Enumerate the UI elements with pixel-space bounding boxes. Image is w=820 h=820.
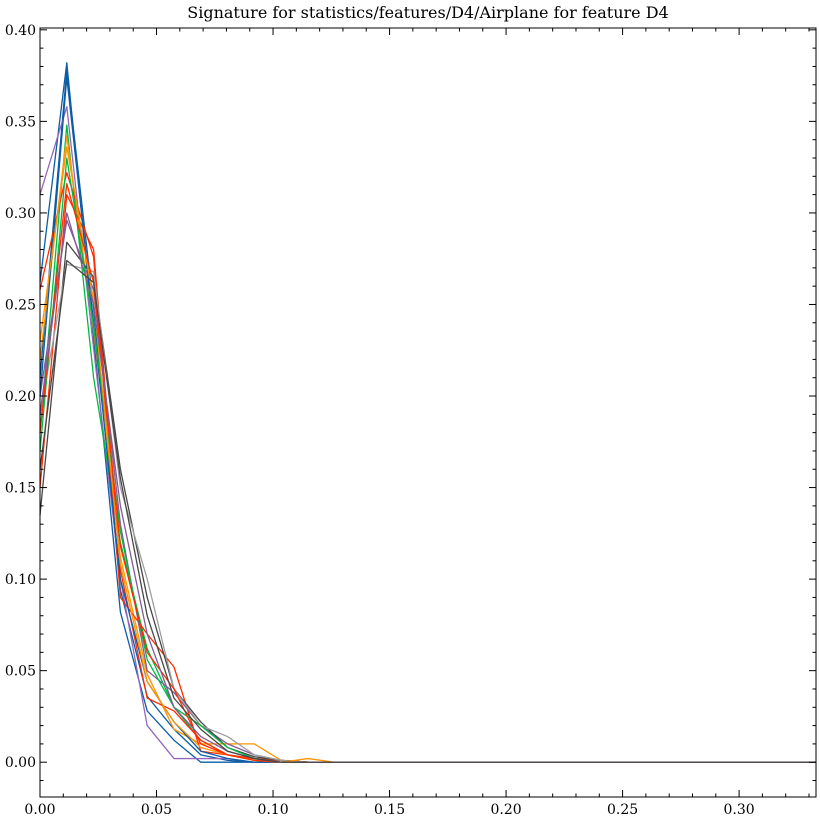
y-tick-label: 0.40 — [5, 23, 36, 39]
x-tick-label: 0.05 — [141, 802, 172, 818]
y-tick-label: 0.25 — [5, 297, 36, 313]
y-tick-label: 0.05 — [5, 664, 36, 680]
y-tick-label: 0.20 — [5, 389, 36, 405]
x-tick-label: 0.15 — [374, 802, 405, 818]
y-tick-label: 0.10 — [5, 572, 36, 588]
y-tick-label: 0.30 — [5, 206, 36, 222]
y-tick-label: 0.15 — [5, 481, 36, 497]
plot-background — [40, 28, 816, 797]
series-layer — [39, 62, 816, 763]
plot-frame — [39, 27, 817, 798]
x-tick-label: 0.30 — [724, 802, 755, 818]
tick-layer: 0.00 0.05 0.10 0.15 0.20 0.25 0.30 0.00 0.05 0.10… — [5, 23, 816, 818]
x-tick-label: 0.00 — [24, 802, 55, 818]
series-line-15 — [39, 259, 816, 763]
x-tick-label: 0.10 — [257, 802, 288, 818]
y-tick-label: 0.35 — [5, 114, 36, 130]
chart-title: Signature for statistics/features/D4/Air… — [187, 3, 669, 22]
x-tick-label: 0.25 — [607, 802, 638, 818]
x-tick-label: 0.20 — [490, 802, 521, 818]
y-tick-label: 0.00 — [5, 755, 36, 771]
